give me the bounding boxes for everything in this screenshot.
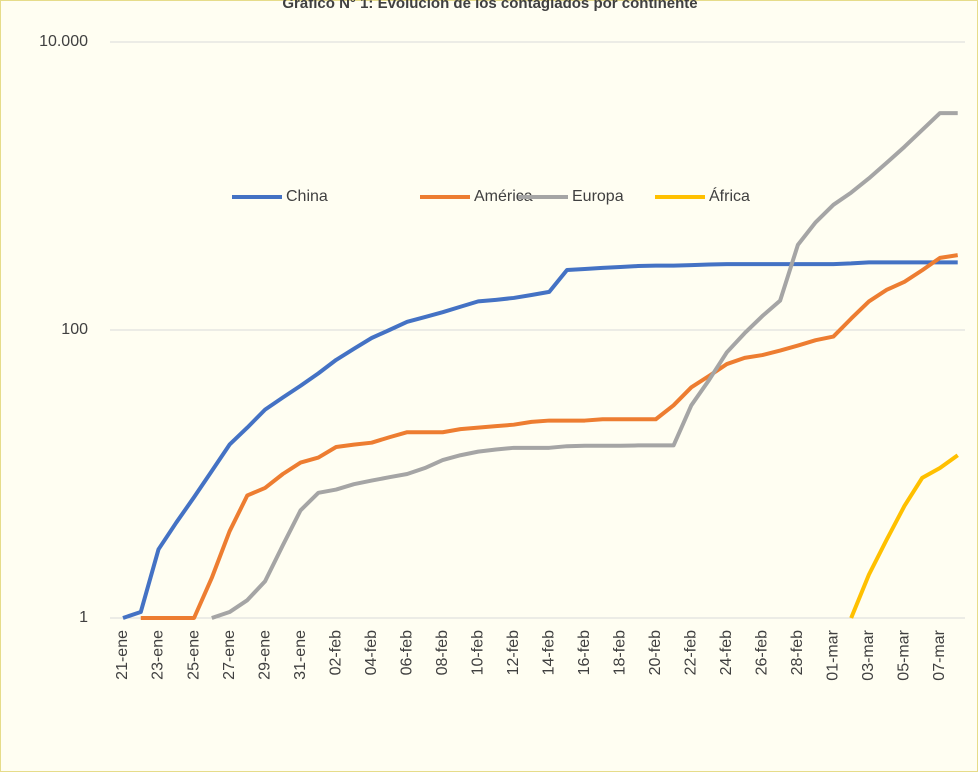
series-line (211, 111, 958, 620)
x-tick-label: 02-feb (327, 630, 344, 675)
x-tick-label: 03-mar (860, 629, 877, 680)
series-line (849, 453, 959, 619)
x-tick-label: 24-feb (718, 630, 735, 675)
x-tick-label: 10-feb (469, 630, 486, 675)
x-tick-label: 14-feb (540, 630, 557, 675)
x-tick-label: 22-feb (683, 630, 700, 675)
legend-label: África (709, 186, 750, 205)
legend-label: China (286, 188, 328, 205)
x-tick-label: 25-ene (185, 630, 202, 680)
x-tick-label: 01-mar (825, 629, 842, 680)
legend-label: América (474, 188, 533, 205)
x-tick-label: 07-mar (931, 629, 948, 680)
x-tick-label: 31-ene (292, 630, 309, 680)
y-tick-label: 100 (61, 321, 88, 338)
x-tick-label: 06-feb (398, 630, 415, 675)
chart-title: Gráfico N° 1: Evolución de los contagiad… (282, 0, 697, 12)
x-tick-label: 23-ene (150, 630, 167, 680)
x-tick-label: 26-feb (754, 630, 771, 675)
series-line (140, 253, 959, 620)
x-tick-label: 20-feb (647, 630, 664, 675)
x-tick-label: 27-ene (221, 630, 238, 680)
x-tick-label: 28-feb (789, 630, 806, 675)
x-tick-label: 18-feb (611, 630, 628, 675)
y-tick-label: 1 (79, 609, 88, 626)
x-tick-label: 21-ene (114, 630, 131, 680)
x-tick-label: 08-feb (434, 630, 451, 675)
x-tick-label: 12-feb (505, 630, 522, 675)
x-tick-label: 16-feb (576, 630, 593, 675)
x-tick-label: 04-feb (363, 630, 380, 675)
legend-label: Europa (572, 188, 624, 205)
x-tick-label: 29-ene (256, 630, 273, 680)
y-tick-label: 10.000 (39, 33, 88, 50)
x-tick-label: 05-mar (896, 629, 913, 680)
series-line (122, 260, 958, 620)
